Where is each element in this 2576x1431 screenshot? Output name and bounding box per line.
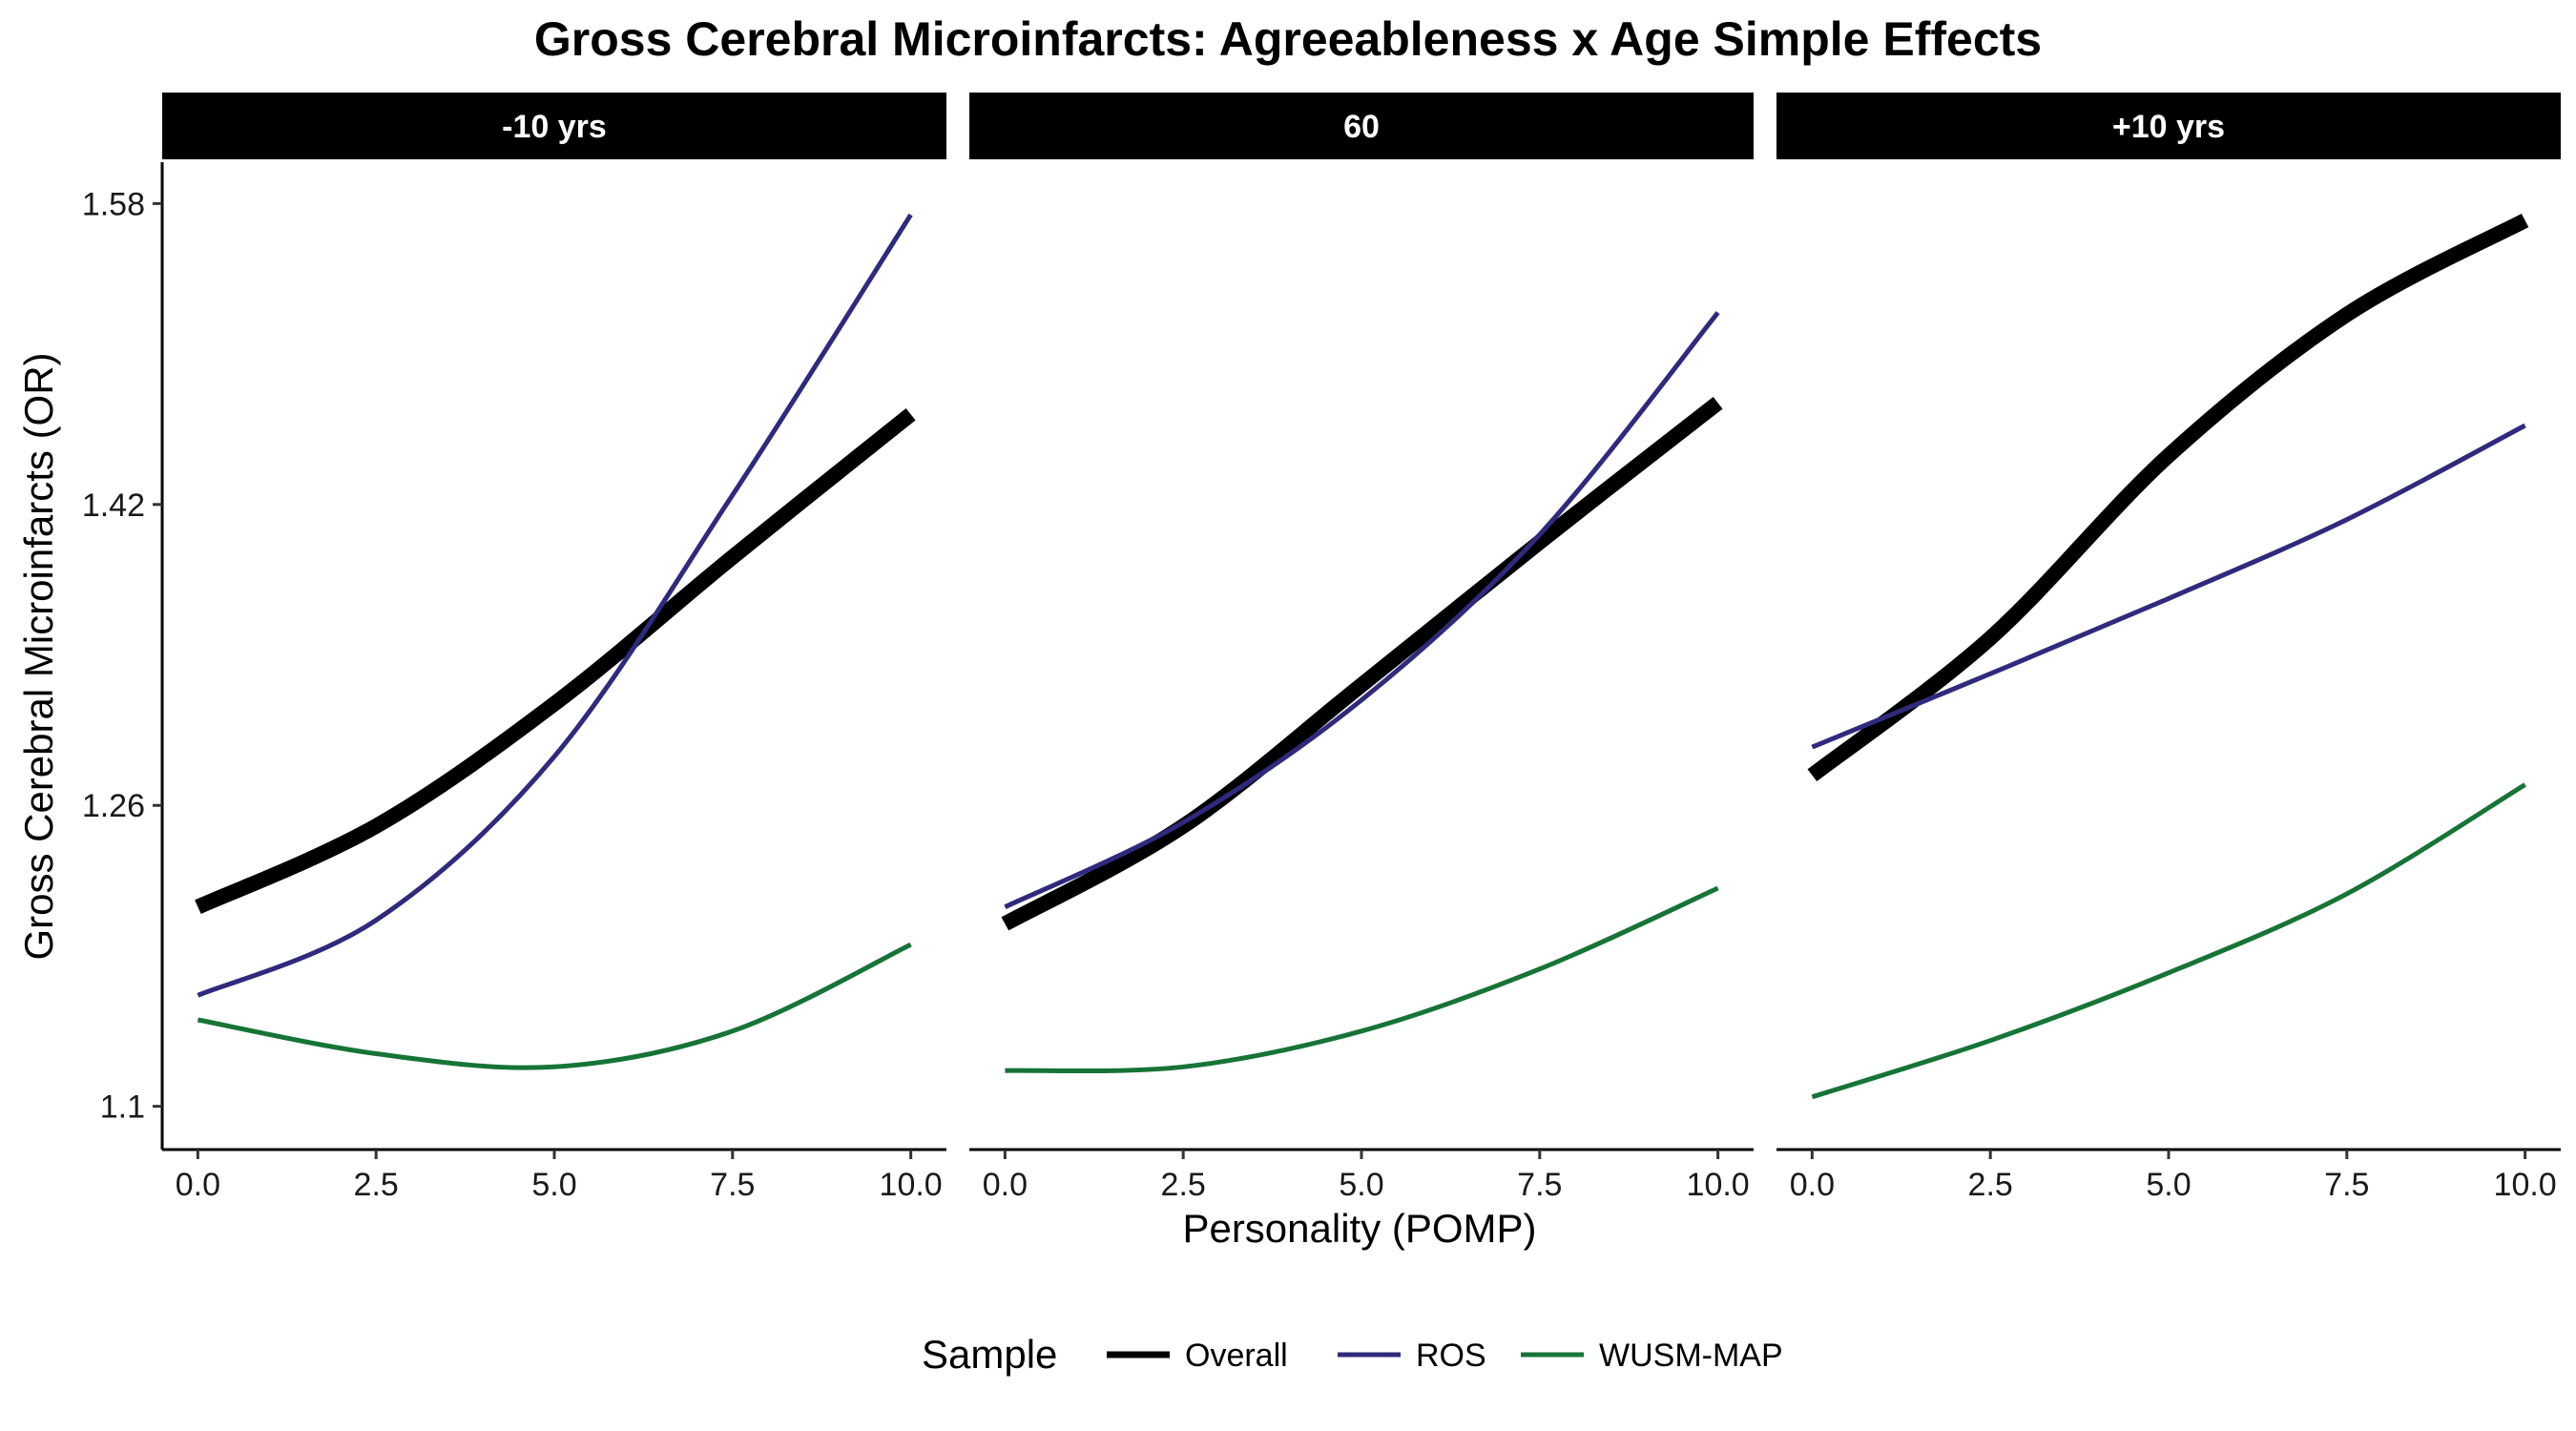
facet-strip-label: -10 yrs — [502, 109, 607, 145]
legend-title: Sample — [922, 1332, 1057, 1377]
series-line-wusm-map — [197, 942, 912, 1070]
x-tick-label: 0.0 — [176, 1167, 220, 1203]
x-tick-label: 7.5 — [710, 1167, 755, 1203]
facet-strip — [162, 93, 946, 159]
series-line-overall — [1807, 214, 2529, 782]
x-tick-label: 5.0 — [531, 1167, 576, 1203]
series-line-overall — [195, 407, 916, 914]
facet-panels: -10 yrs 0.0 2.5 5.0 7.5 10.0 1.1 1.26 1.42 1.58 60… — [82, 93, 2561, 1203]
facet-strip-label: +10 yrs — [2112, 109, 2225, 145]
x-tick-label: 5.0 — [2146, 1167, 2191, 1203]
x-tick-label: 5.0 — [1339, 1167, 1383, 1203]
y-tick-label: 1.1 — [100, 1089, 145, 1126]
legend-entry-ros: ROS — [1338, 1338, 1486, 1374]
y-tick-label: 1.58 — [82, 186, 145, 222]
legend: Sample Overall ROS WUSM-MAP — [922, 1332, 1783, 1377]
x-tick-label: 0.0 — [1790, 1167, 1835, 1203]
x-tick-label: 0.0 — [983, 1167, 1028, 1203]
legend-label: Overall — [1185, 1338, 1288, 1374]
x-tick-label: 10.0 — [880, 1167, 943, 1203]
x-tick-label: 2.5 — [354, 1167, 399, 1203]
series-line-ros — [1811, 423, 2526, 750]
facet-panel-60: 60 0.0 2.5 5.0 7.5 10.0 — [969, 93, 1754, 1203]
facet-strip — [969, 93, 1754, 159]
facet-panel-10-yrs: +10 yrs 0.0 2.5 5.0 7.5 10.0 — [1776, 93, 2561, 1203]
legend-label: WUSM-MAP — [1599, 1338, 1783, 1374]
facet-strip-label: 60 — [1343, 109, 1380, 145]
series-line-overall — [1001, 397, 1723, 931]
x-tick-label: 2.5 — [1968, 1167, 2013, 1203]
legend-entry-wusm-map: WUSM-MAP — [1521, 1338, 1783, 1374]
series-line-ros — [1004, 311, 1720, 909]
x-tick-label: 10.0 — [1687, 1167, 1750, 1203]
y-tick-label: 1.42 — [82, 487, 145, 524]
x-axis-title: Personality (POMP) — [1182, 1206, 1536, 1251]
series-line-ros — [197, 213, 913, 998]
series-line-wusm-map — [1811, 782, 2526, 1100]
facet-panel-10-yrs: -10 yrs 0.0 2.5 5.0 7.5 10.0 1.1 1.26 1.42 1.58 — [82, 93, 946, 1203]
y-axis-title: Gross Cerebral Microinfarcts (OR) — [16, 352, 61, 960]
y-tick-label: 1.26 — [82, 788, 145, 824]
facet-strip — [1776, 93, 2561, 159]
series-line-wusm-map — [1005, 885, 1719, 1074]
legend-label: ROS — [1416, 1338, 1486, 1374]
chart-title: Gross Cerebral Microinfarcts: Agreeablen… — [534, 12, 2042, 66]
x-tick-label: 7.5 — [2324, 1167, 2369, 1203]
x-tick-label: 10.0 — [2494, 1167, 2557, 1203]
x-tick-label: 2.5 — [1161, 1167, 1206, 1203]
legend-entry-overall: Overall — [1107, 1338, 1288, 1374]
x-tick-label: 7.5 — [1517, 1167, 1562, 1203]
